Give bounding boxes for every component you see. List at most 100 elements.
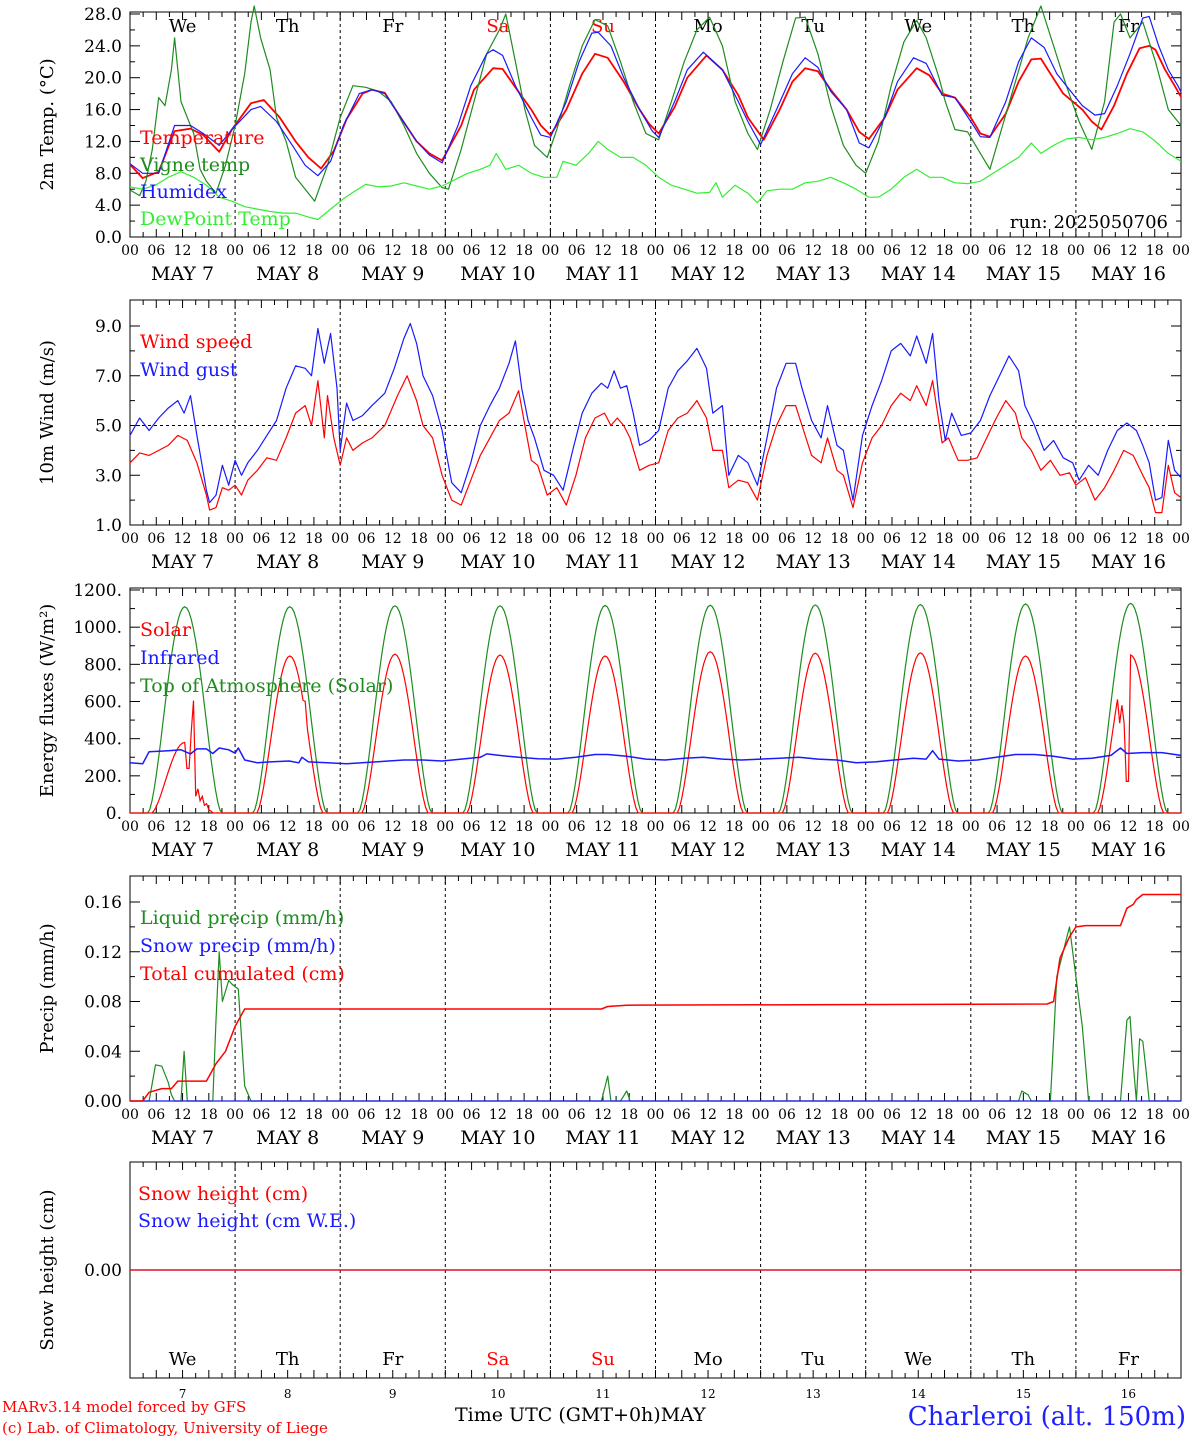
- y-tick-label: 12.0: [84, 132, 122, 152]
- x-hour-label: 12: [174, 1107, 192, 1123]
- day-number-label: 11: [595, 1387, 610, 1401]
- x-hour-label: 12: [594, 819, 612, 835]
- x-hour-label: 06: [147, 819, 165, 835]
- x-hour-label: 12: [804, 819, 822, 835]
- y-axis-title: Energy fluxes (W/m²): [37, 604, 58, 798]
- x-hour-label: 06: [252, 819, 270, 835]
- x-day-label: MAY 16: [1091, 551, 1166, 573]
- weekday-label-top: Fr: [382, 16, 403, 37]
- x-day-label: MAY 16: [1091, 263, 1166, 285]
- x-hour-label: 06: [673, 531, 691, 547]
- x-hour-label: 00: [647, 243, 665, 259]
- series-line-solar: [130, 650, 1181, 814]
- x-hour-label: 18: [515, 1107, 533, 1123]
- x-hour-label: 00: [857, 819, 875, 835]
- x-hour-label: 00: [436, 243, 454, 259]
- x-hour-label: 00: [647, 531, 665, 547]
- x-hour-label: 00: [1067, 819, 1085, 835]
- x-hour-label: 18: [1146, 243, 1164, 259]
- x-hour-label: 18: [410, 1107, 428, 1123]
- y-tick-label: 0.08: [84, 993, 122, 1013]
- day-number-label: 8: [284, 1387, 292, 1401]
- x-hour-label: 12: [174, 243, 192, 259]
- x-day-label: MAY 15: [986, 839, 1061, 861]
- x-day-label: MAY 15: [986, 1127, 1061, 1149]
- x-day-label: MAY 14: [881, 1127, 956, 1149]
- day-number-label: 13: [806, 1387, 821, 1401]
- x-hour-label: 12: [909, 819, 927, 835]
- x-hour-label: 18: [725, 243, 743, 259]
- day-number-label: 9: [389, 1387, 397, 1401]
- x-hour-label: 06: [568, 819, 586, 835]
- series-line-wind: [129, 375, 1182, 514]
- x-hour-label: 00: [226, 531, 244, 547]
- day-number-label: 14: [911, 1387, 927, 1401]
- x-day-label: MAY 7: [151, 839, 214, 861]
- x-hour-label: 06: [147, 1107, 165, 1123]
- x-day-label: MAY 12: [670, 839, 745, 861]
- x-hour-label: 18: [725, 819, 743, 835]
- y-tick-label: 9.0: [95, 317, 122, 337]
- weekday-label-bottom: Th: [276, 1349, 300, 1370]
- x-hour-label: 18: [831, 1107, 849, 1123]
- x-hour-label: 12: [804, 531, 822, 547]
- x-hour-label: 00: [752, 1107, 770, 1123]
- x-day-label: MAY 15: [986, 263, 1061, 285]
- x-hour-label: 06: [778, 1107, 796, 1123]
- x-day-label: MAY 14: [881, 263, 956, 285]
- x-day-label: MAY 10: [460, 551, 535, 573]
- weekday-label-bottom: Sa: [486, 1349, 509, 1370]
- x-hour-label: 12: [489, 531, 507, 547]
- x-day-label: MAY 11: [565, 1127, 640, 1149]
- y-tick-label: 7.0: [95, 367, 122, 387]
- x-day-label: MAY 8: [256, 263, 319, 285]
- x-hour-label: 00: [331, 243, 349, 259]
- x-day-label: MAY 15: [986, 551, 1061, 573]
- x-hour-label: 18: [1041, 819, 1059, 835]
- y-tick-label: 20.0: [84, 69, 122, 89]
- x-day-label: MAY 11: [565, 263, 640, 285]
- y-tick-label: 200.: [84, 767, 122, 787]
- station-name: Charleroi (alt. 150m): [907, 1402, 1186, 1432]
- x-hour-label: 00: [857, 1107, 875, 1123]
- x-hour-label: 06: [1093, 531, 1111, 547]
- x-hour-label: 06: [1093, 243, 1111, 259]
- x-hour-label: 12: [909, 531, 927, 547]
- y-tick-label: 0.0: [95, 228, 122, 248]
- x-hour-label: 12: [699, 531, 717, 547]
- x-day-label: MAY 9: [361, 263, 424, 285]
- x-hour-label: 06: [778, 243, 796, 259]
- panel-frame: [129, 587, 1182, 814]
- x-hour-label: 18: [305, 819, 323, 835]
- x-hour-label: 06: [358, 243, 376, 259]
- x-hour-label: 06: [883, 531, 901, 547]
- weekday-label-top: Sa: [486, 16, 509, 37]
- x-day-label: MAY 13: [776, 551, 851, 573]
- x-hour-label: 06: [883, 243, 901, 259]
- legend-entry: Top of Atmosphere (Solar): [140, 675, 393, 697]
- x-hour-label: 12: [489, 243, 507, 259]
- x-day-label: MAY 7: [151, 551, 214, 573]
- x-hour-label: 00: [1172, 243, 1190, 259]
- x-hour-label: 06: [883, 1107, 901, 1123]
- panel-frame: [129, 299, 1182, 526]
- x-day-label: MAY 14: [881, 839, 956, 861]
- x-day-label: MAY 16: [1091, 1127, 1166, 1149]
- legend-entry: Wind gust: [140, 359, 238, 381]
- y-axis-title: 10m Wind (m/s): [37, 340, 58, 485]
- x-hour-label: 00: [1067, 1107, 1085, 1123]
- weekday-label-top: We: [169, 16, 197, 37]
- x-hour-label: 00: [962, 819, 980, 835]
- x-hour-label: 00: [121, 531, 139, 547]
- series-line-precip: [130, 893, 1181, 1102]
- y-tick-label: 8.0: [95, 164, 122, 184]
- x-hour-label: 18: [410, 531, 428, 547]
- x-hour-label: 00: [857, 243, 875, 259]
- series-line-temp: [129, 15, 1182, 177]
- x-hour-label: 12: [1120, 243, 1138, 259]
- x-hour-label: 12: [594, 1107, 612, 1123]
- x-hour-label: 06: [568, 243, 586, 259]
- x-hour-label: 06: [463, 819, 481, 835]
- x-hour-label: 18: [305, 1107, 323, 1123]
- day-number-label: 10: [490, 1387, 505, 1401]
